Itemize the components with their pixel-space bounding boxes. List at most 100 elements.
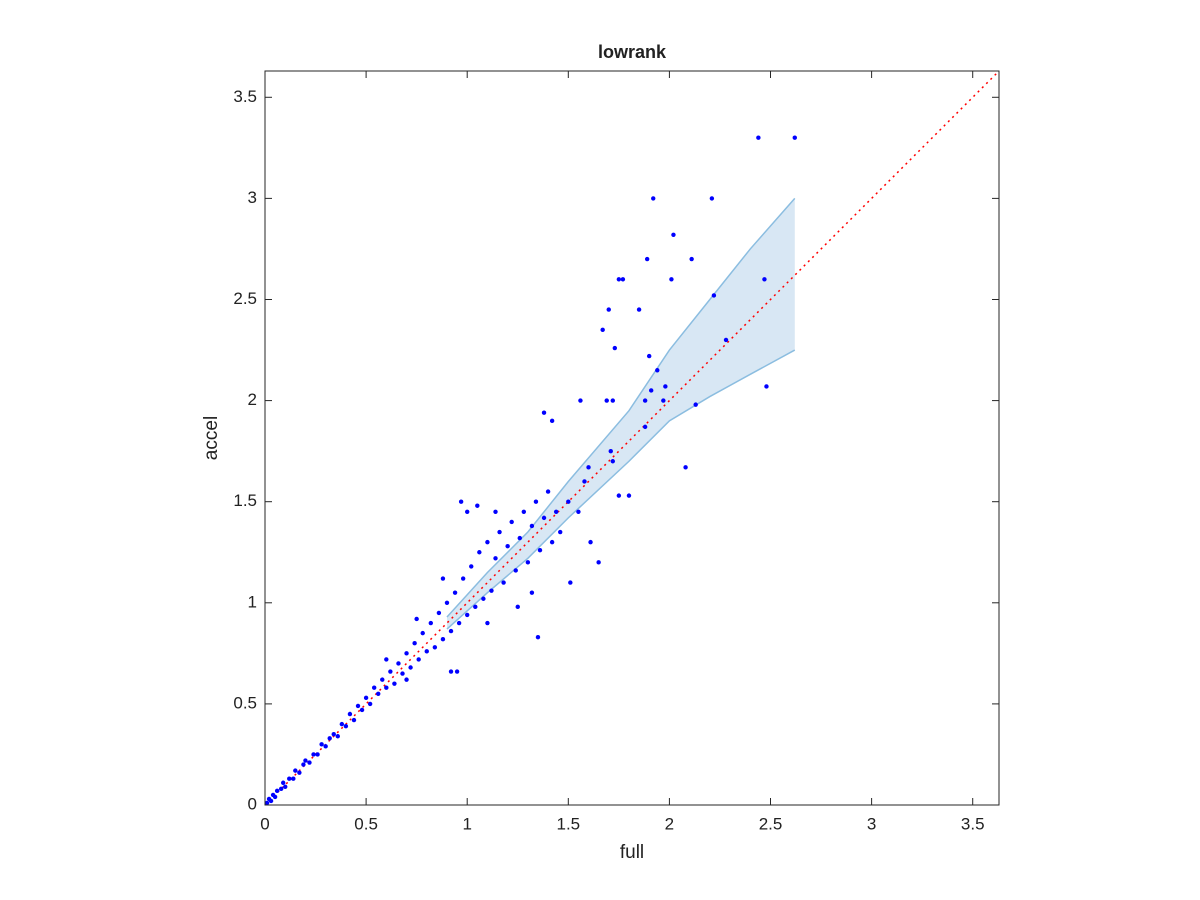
point	[307, 760, 312, 765]
point	[497, 529, 502, 535]
point	[440, 576, 446, 581]
point	[367, 701, 373, 707]
point	[448, 669, 454, 674]
point	[558, 529, 563, 535]
point	[655, 368, 660, 373]
point	[588, 539, 593, 545]
point	[303, 758, 308, 763]
point	[642, 398, 648, 403]
point	[444, 600, 450, 605]
point	[513, 568, 518, 573]
band-upper-edge	[446, 197, 796, 618]
point	[264, 800, 270, 806]
point	[616, 493, 622, 498]
identity-line	[264, 70, 1000, 806]
point	[339, 721, 345, 727]
point	[465, 612, 470, 618]
point	[460, 576, 466, 581]
point	[376, 691, 381, 696]
point	[709, 196, 715, 201]
point	[533, 499, 539, 504]
point	[371, 685, 377, 690]
point	[485, 620, 490, 626]
confidence-band	[446, 198, 795, 630]
point	[501, 580, 506, 585]
band-lower-edge	[446, 349, 796, 630]
point	[485, 539, 490, 545]
point	[505, 543, 510, 549]
point	[465, 509, 470, 515]
point	[473, 604, 478, 610]
point	[380, 677, 385, 682]
point	[311, 752, 316, 757]
point	[343, 723, 349, 729]
point	[606, 307, 611, 312]
point	[541, 515, 547, 521]
point	[489, 588, 494, 593]
point	[319, 742, 324, 747]
y-tick-label: 3	[248, 188, 257, 207]
point	[404, 651, 409, 656]
point	[509, 519, 514, 525]
point	[363, 695, 369, 701]
point	[440, 636, 446, 642]
point	[278, 786, 284, 792]
point	[481, 596, 486, 601]
point	[331, 732, 336, 737]
point	[646, 353, 652, 359]
point	[535, 634, 541, 640]
point	[268, 798, 274, 804]
point	[493, 556, 498, 561]
point	[663, 384, 668, 389]
x-tick-label: 3	[867, 814, 876, 833]
point	[392, 681, 397, 686]
point	[541, 410, 547, 415]
point	[669, 277, 674, 282]
point	[287, 776, 292, 781]
point	[576, 509, 581, 515]
point	[545, 489, 551, 494]
x-tick-label: 2	[665, 814, 674, 833]
y-tick-label: 3.5	[233, 87, 257, 106]
point	[762, 277, 767, 282]
point	[610, 398, 615, 403]
axes-box	[264, 70, 1000, 806]
point	[693, 402, 698, 407]
chart-title: lowrank	[598, 42, 667, 62]
point	[612, 345, 618, 351]
point	[424, 649, 429, 654]
point	[604, 398, 609, 403]
point	[549, 539, 555, 545]
point	[452, 590, 458, 595]
point	[458, 499, 464, 504]
point	[608, 448, 613, 454]
point	[274, 788, 280, 794]
point	[711, 293, 717, 298]
point	[412, 641, 417, 646]
point	[529, 590, 535, 595]
point	[404, 677, 409, 682]
point	[327, 736, 332, 741]
point	[764, 384, 769, 389]
point	[315, 752, 320, 757]
point	[549, 418, 555, 424]
point	[651, 196, 656, 201]
x-tick-label: 0.5	[354, 814, 378, 833]
point	[610, 459, 615, 464]
point	[297, 770, 302, 775]
x-tick-label: 1.5	[556, 814, 580, 833]
point	[280, 780, 286, 785]
point	[649, 388, 654, 393]
point	[355, 703, 361, 709]
point	[351, 717, 357, 723]
point	[475, 503, 480, 508]
y-tick-label: 2.5	[233, 289, 257, 308]
y-axis-label: accel	[201, 416, 222, 460]
point	[420, 630, 425, 636]
point	[469, 564, 474, 569]
x-axis-label: full	[620, 842, 644, 863]
point	[642, 424, 648, 430]
point	[661, 398, 666, 403]
